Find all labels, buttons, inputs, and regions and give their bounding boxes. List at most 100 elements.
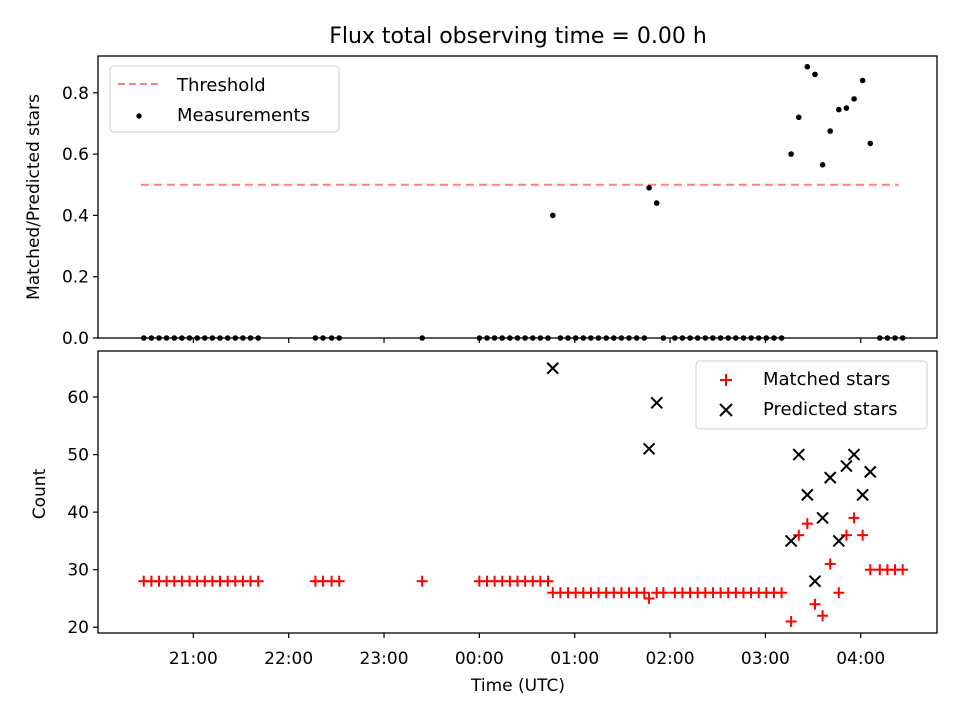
- bottom-axes-frame: [97, 350, 938, 634]
- matched-star-point: [824, 558, 836, 570]
- predicted-star-point: [847, 448, 861, 461]
- predicted-star-point: [816, 511, 829, 525]
- predicted-star-point: [832, 534, 846, 548]
- top-panel: 0.00.20.40.60.8 Matched/Predicted stars …: [24, 55, 938, 349]
- legend-predicted-label: Predicted stars: [763, 399, 897, 420]
- predicted-star-stroke-b: [546, 362, 559, 375]
- matched-star-point: [809, 598, 821, 610]
- top-y-tick-label: 0.4: [62, 206, 89, 226]
- matched-star-point: [333, 575, 345, 587]
- predicted-star-stroke-b: [864, 465, 877, 479]
- measurement-point: [550, 212, 556, 219]
- measurement-point: [859, 77, 866, 84]
- legend-measurements-label: Measurements: [177, 105, 310, 126]
- predicted-star-point: [840, 459, 853, 473]
- x-tick-label: 22:00: [264, 649, 313, 669]
- legend-matched-label: Matched stars: [763, 369, 890, 390]
- predicted-star-point: [650, 396, 663, 410]
- measurement-point: [843, 105, 850, 111]
- matched-star-point: [897, 564, 909, 576]
- matched-star-point: [785, 615, 797, 627]
- matched-star-point: [776, 587, 788, 599]
- bottom-y-tick-label: 40: [67, 503, 89, 523]
- bottom-y-tick-label: 20: [67, 618, 89, 638]
- measurement-point: [646, 185, 652, 191]
- predicted-star-point: [864, 465, 877, 479]
- measurement-point: [653, 200, 660, 206]
- predicted-star-point: [784, 534, 798, 548]
- legend-matched-swatch: [720, 374, 732, 386]
- top-y-tick-label: 0.6: [62, 145, 89, 165]
- measurement-point: [788, 151, 794, 157]
- predicted-star-stroke-b: [824, 471, 837, 484]
- matched-star-point: [638, 587, 650, 599]
- predicted-star-point: [792, 448, 805, 461]
- matched-star-point: [801, 518, 813, 530]
- matched-star-point: [848, 512, 860, 524]
- bottom-panel: 20 30 40 50 60 21:00 22:00 23:00 00:00 01:00 02:0…: [30, 350, 938, 696]
- legend-threshold-label: Threshold: [176, 75, 266, 96]
- measurement-point: [836, 106, 842, 113]
- predicted-star-point: [801, 488, 814, 502]
- top-y-tick-label: 0.2: [62, 268, 89, 288]
- predicted-star-stroke-b: [856, 488, 869, 502]
- matched-star-point: [542, 575, 554, 587]
- measurement-point: [812, 71, 818, 78]
- matched-star-point: [857, 529, 869, 541]
- predicted-star-stroke-b: [832, 534, 846, 548]
- top-axes-frame: [97, 55, 938, 339]
- bottom-y-ticks: 20 30 40 50 60: [67, 388, 98, 638]
- predicted-star-stroke-b: [642, 442, 656, 456]
- chart-title: Flux total observing time = 0.00 h: [329, 24, 707, 49]
- top-y-tick-label: 0.0: [62, 329, 89, 349]
- bottom-plot-marks: [138, 362, 909, 627]
- matched-star-point: [840, 529, 852, 541]
- predicted-star-stroke-b: [792, 448, 805, 461]
- top-y-tick-label: 0.8: [62, 84, 89, 104]
- measurement-point: [804, 63, 811, 70]
- top-legend-box: [109, 65, 340, 133]
- matched-star-point: [252, 575, 264, 587]
- predicted-star-stroke-b: [840, 459, 853, 473]
- matched-star-point: [793, 529, 805, 541]
- matched-star-point: [817, 610, 829, 622]
- matched-star-point: [416, 575, 428, 587]
- bottom-legend-box: [695, 360, 928, 430]
- legend-predicted-swatch: [719, 403, 733, 417]
- x-tick-label: 01:00: [550, 649, 599, 669]
- x-tick-label: 21:00: [169, 649, 218, 669]
- predicted-star-stroke-b: [784, 534, 798, 548]
- measurement-point: [867, 140, 874, 147]
- x-tick-label: 04:00: [836, 649, 885, 669]
- bottom-x-ticks: 21:00 22:00 23:00 00:00 01:00 02:00 03:00 04:00: [169, 633, 885, 669]
- x-tick-label: 00:00: [455, 649, 504, 669]
- matched-star-point: [657, 587, 669, 599]
- top-legend: Threshold Measurements: [109, 65, 340, 133]
- matched-star-point: [643, 592, 655, 604]
- measurement-point: [819, 162, 826, 168]
- bottom-legend: Matched stars Predicted stars: [695, 360, 928, 430]
- top-y-axis-label: Matched/Predicted stars: [24, 94, 44, 300]
- matched-star-point: [833, 587, 845, 599]
- predicted-star-stroke-b: [650, 396, 663, 410]
- bottom-y-tick-label: 30: [67, 561, 89, 581]
- predicted-star-point: [856, 488, 869, 502]
- predicted-star-point: [642, 442, 656, 456]
- x-tick-label: 02:00: [646, 649, 695, 669]
- predicted-star-stroke-b: [847, 448, 861, 461]
- measurement-point: [851, 96, 857, 102]
- measurement-point: [796, 114, 802, 121]
- predicted-star-point: [546, 362, 559, 375]
- predicted-star-point: [824, 471, 837, 484]
- x-tick-label: 03:00: [741, 649, 790, 669]
- top-y-ticks: 0.0 0.2 0.4 0.6 0.8: [62, 84, 98, 349]
- predicted-star-stroke-b: [801, 488, 814, 502]
- measurement-point: [827, 128, 833, 134]
- predicted-star-point: [808, 574, 822, 588]
- legend-measurements-swatch: [136, 113, 142, 119]
- predicted-star-stroke-b: [816, 511, 829, 525]
- top-x-ticks: [192, 338, 862, 343]
- bottom-y-tick-label: 50: [67, 446, 89, 466]
- bottom-y-axis-label: Count: [30, 468, 50, 519]
